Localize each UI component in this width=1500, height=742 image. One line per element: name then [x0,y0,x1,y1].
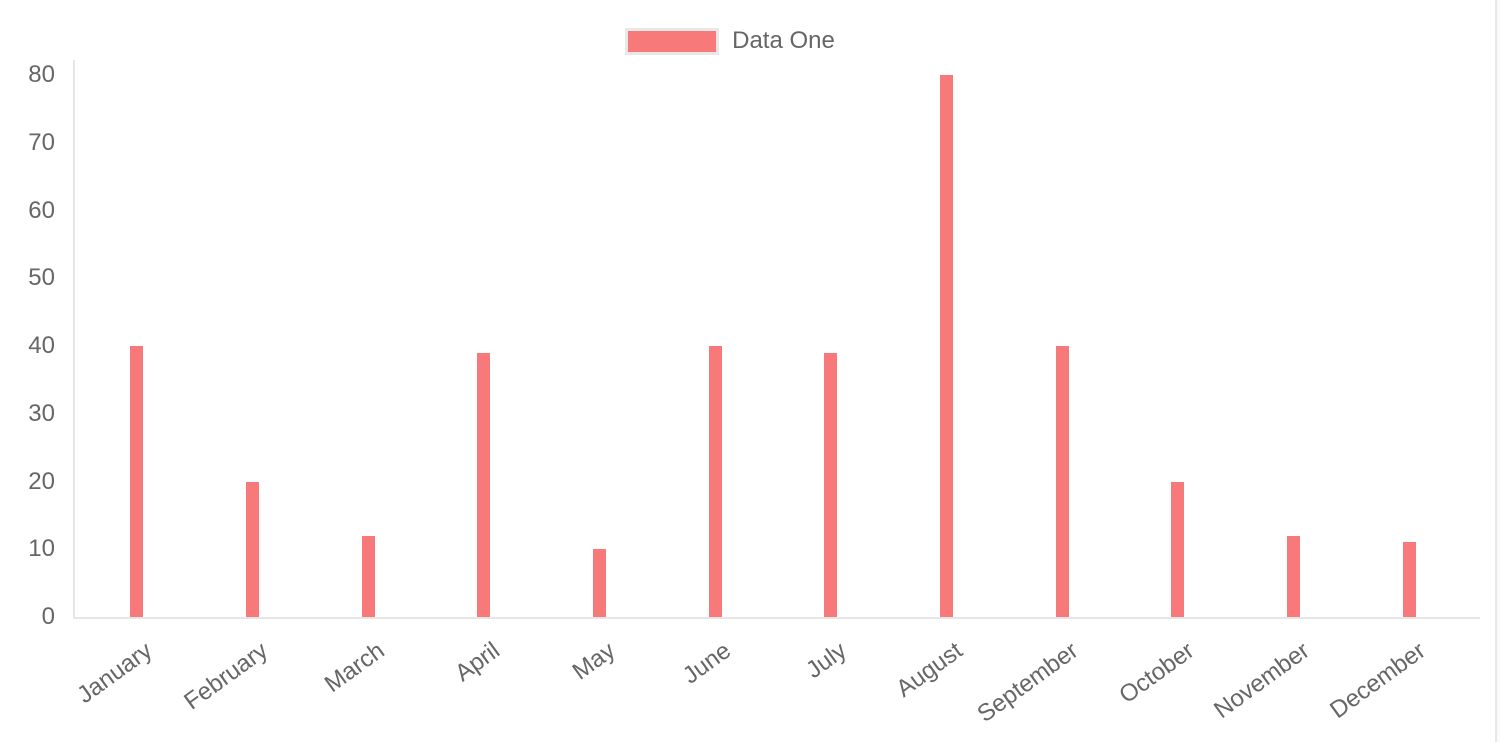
bar-column-september [1004,75,1120,617]
x-label-cell-april: April [426,617,542,742]
bar-july[interactable] [824,352,838,617]
x-tick-label-august: August [891,637,968,703]
bar-may[interactable] [593,549,607,617]
x-label-cell-december: December [1325,617,1467,742]
x-label-cell-may: May [542,617,658,742]
y-axis: 0 10 20 30 40 50 60 70 80 [0,0,55,742]
x-tick-label-february: February [179,637,274,716]
bar-april[interactable] [477,352,491,617]
x-tick-label-october: October [1113,637,1199,710]
x-tick-label-may: May [567,637,621,686]
y-tick-label-40: 40 [28,332,55,359]
x-axis-line [73,617,1480,619]
bar-column-june [657,75,773,617]
y-tick-label-20: 20 [28,467,55,495]
bar-column-december [1351,75,1467,617]
y-tick-label-30: 30 [28,399,55,427]
bar-november[interactable] [1287,535,1301,617]
legend-item-data-one[interactable]: Data One [625,26,835,56]
bar-column-march [310,75,426,617]
y-tick-label-60: 60 [28,196,55,224]
bar-column-november [1236,75,1352,617]
scrollbar-track[interactable] [1495,0,1500,742]
legend-label: Data One [732,27,835,54]
y-axis-line [73,60,75,619]
bar-column-may [542,75,658,617]
chart-legend: Data One [0,26,1460,56]
bar-column-october [1120,75,1236,617]
bar-column-february [195,75,311,617]
x-label-cell-june: June [657,617,773,742]
bar-column-january [79,75,195,617]
x-tick-label-january: January [72,637,158,710]
bar-december[interactable] [1402,542,1416,617]
bar-column-april [426,75,542,617]
x-label-cell-november: November [1209,617,1352,742]
x-label-cell-october: October [1114,617,1236,742]
y-tick-label-0: 0 [41,603,55,630]
bar-august[interactable] [940,75,954,617]
bar-march[interactable] [361,535,375,617]
x-tick-label-march: March [319,637,390,699]
x-tick-label-july: July [801,637,852,684]
x-label-cell-january: January [73,617,195,742]
legend-swatch [625,27,720,55]
x-label-cell-february: February [180,617,311,742]
x-label-cell-september: September [972,617,1120,742]
bar-june[interactable] [708,346,722,617]
bar-column-august [889,75,1005,617]
bar-october[interactable] [1171,481,1185,617]
x-axis: January February March April May June July Augu… [73,617,1467,742]
x-label-cell-july: July [773,617,889,742]
x-label-cell-march: March [310,617,426,742]
y-tick-label-50: 50 [28,264,55,292]
bar-september[interactable] [1055,346,1069,617]
x-tick-label-april: April [450,637,505,688]
bar-column-july [773,75,889,617]
y-tick-label-10: 10 [28,535,55,563]
bar-january[interactable] [130,346,144,617]
y-tick-label-70: 70 [28,128,55,156]
plot-area [79,75,1467,617]
x-tick-label-june: June [678,637,737,690]
y-tick-label-80: 80 [28,61,55,88]
bar-february[interactable] [246,481,259,617]
